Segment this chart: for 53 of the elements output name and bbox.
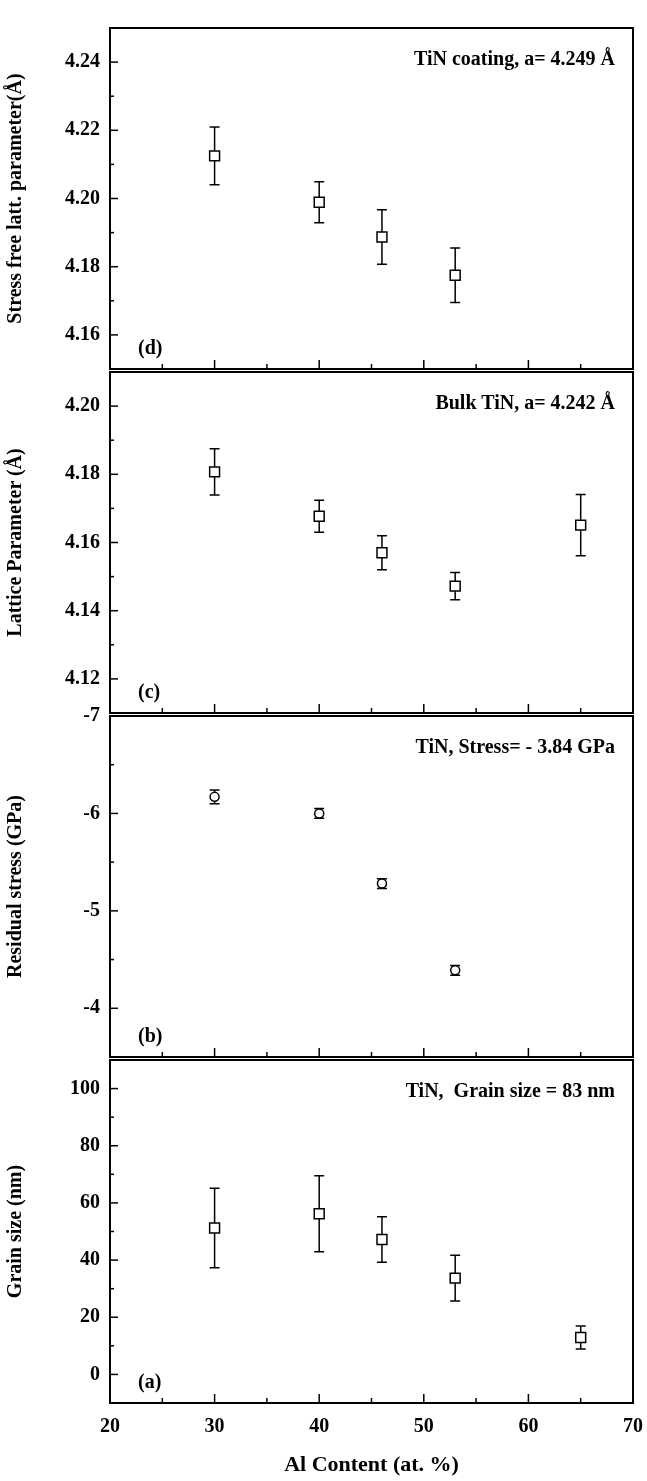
x-axis-title: Al Content (at. %)	[284, 1451, 459, 1477]
point	[575, 519, 587, 531]
point	[313, 196, 325, 208]
point	[575, 1331, 587, 1344]
y-tick-label: 4.16	[65, 529, 100, 552]
point	[313, 1208, 325, 1220]
annotation: Bulk TiN, a= 4.242 Å	[435, 391, 616, 414]
x-tick-label: 40	[309, 1414, 330, 1437]
annotation: TiN coating, a= 4.249 Å	[413, 47, 616, 71]
y-axis-title: Stress free latt. parameter(Å)	[3, 73, 27, 324]
point	[208, 1222, 221, 1234]
y-tick-label: 4.24	[65, 49, 100, 72]
y-axis-title: Lattice Parameter (Å)	[3, 448, 27, 637]
annotation: (d)	[138, 336, 163, 360]
y-tick-label: 4.20	[65, 185, 100, 208]
y-tick-label: 80	[80, 1132, 100, 1155]
point	[376, 1233, 388, 1246]
y-tick-label: -5	[83, 898, 100, 921]
point	[376, 231, 388, 243]
x-tick-label: 20	[100, 1414, 120, 1437]
y-tick-label: -4	[83, 995, 100, 1018]
y-axis-title: Residual stress (GPa)	[3, 795, 27, 978]
y-axis-title: Grain size (nm)	[3, 1164, 27, 1299]
annotation: (b)	[138, 1024, 163, 1048]
y-tick-label: 0	[90, 1361, 100, 1384]
y-tick-label: 4.14	[65, 597, 100, 620]
point	[449, 269, 461, 281]
y-tick-label: 20	[80, 1304, 100, 1327]
point	[313, 510, 325, 522]
y-tick-label: -7	[83, 703, 100, 726]
point	[449, 1272, 461, 1284]
y-tick-label: 4.16	[65, 322, 100, 345]
point	[208, 150, 221, 162]
y-tick-label: 4.18	[65, 461, 100, 484]
y-tick-label: 100	[70, 1075, 100, 1098]
x-tick-label: 30	[204, 1414, 225, 1437]
y-tick-label: 40	[80, 1247, 100, 1270]
point	[208, 466, 221, 478]
annotation: (a)	[138, 1370, 162, 1394]
x-tick-label: 70	[623, 1414, 643, 1437]
x-tick-label: 50	[413, 1414, 434, 1437]
annotation: TiN, Stress= - 3.84 GPa	[415, 735, 615, 758]
y-tick-label: -6	[83, 800, 100, 823]
y-tick-label: 4.12	[65, 666, 100, 689]
x-tick-label: 60	[518, 1414, 539, 1437]
annotation: TiN, Grain size = 83 nm	[405, 1079, 616, 1102]
point	[376, 547, 388, 559]
y-tick-label: 4.18	[65, 253, 100, 276]
y-tick-label: 4.20	[65, 393, 100, 416]
y-tick-label: 4.22	[65, 117, 100, 140]
annotation: (c)	[138, 680, 161, 704]
point	[449, 580, 461, 592]
y-tick-label: 60	[80, 1190, 100, 1213]
